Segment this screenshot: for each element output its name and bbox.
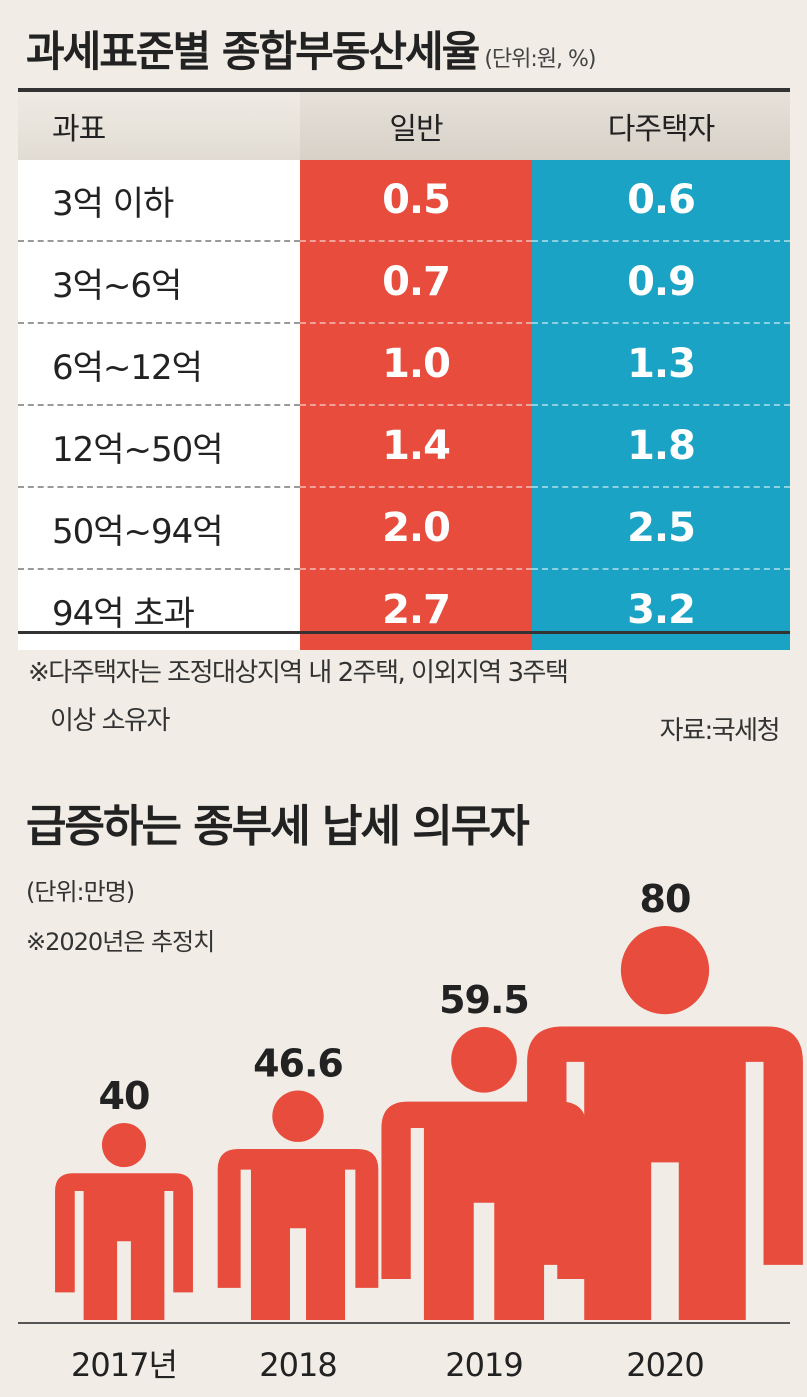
table-row: 3억 이하 0.5 0.6 (18, 160, 790, 242)
bracket-label: 12억~50억 (18, 405, 300, 488)
figure-body (55, 1173, 193, 1320)
chart-unit: (단위:만명) (26, 878, 135, 906)
category-label: 2020 (626, 1346, 703, 1384)
multi-home-rate: 1.8 (532, 405, 790, 488)
figure-head (101, 1123, 147, 1168)
bracket-label: 50억~94억 (18, 487, 300, 570)
table-row: 94억 초과 2.7 3.2 (18, 569, 790, 650)
table-footnote-line2: 이상 소유자 (50, 706, 170, 736)
table-footnote-line1: ※다주택자는 조정대상지역 내 2주택, 이외지역 3주택 (28, 658, 569, 688)
tax-rate-table: 과표 일반 다주택자 3억 이하 0.5 0.6 3억~6억 0.7 0.9 6… (18, 92, 790, 650)
header-bracket: 과표 (18, 92, 300, 160)
bracket-label: 3억 이하 (18, 160, 300, 242)
value-label: 80 (640, 877, 691, 921)
header-multi-home: 다주택자 (532, 92, 790, 160)
bracket-label: 3억~6억 (18, 241, 300, 324)
multi-home-rate: 3.2 (532, 569, 790, 650)
table-source: 자료:국세청 (659, 716, 781, 746)
multi-home-rate: 1.3 (532, 323, 790, 406)
figure-body (217, 1149, 379, 1320)
figure-head (620, 926, 710, 1015)
chart-title: 급증하는 종부세 납세 의무자 (26, 801, 530, 852)
category-label: 2018 (259, 1346, 336, 1384)
general-rate: 1.4 (300, 405, 532, 488)
figure-body (527, 1026, 803, 1320)
table-header-row: 과표 일반 다주택자 (18, 92, 790, 160)
table-unit: (단위:원, %) (484, 47, 596, 72)
value-label: 59.5 (439, 978, 529, 1022)
category-label: 2019 (445, 1346, 522, 1384)
category-label: 2017년 (71, 1346, 177, 1384)
general-rate: 2.7 (300, 569, 532, 650)
table-top-rule (18, 88, 790, 92)
chart-baseline (18, 1322, 790, 1324)
chart-note: ※2020년은 추정치 (26, 928, 215, 956)
table-row: 3억~6억 0.7 0.9 (18, 241, 790, 324)
table-row: 6억~12억 1.0 1.3 (18, 323, 790, 406)
multi-home-rate: 2.5 (532, 487, 790, 570)
general-rate: 0.7 (300, 241, 532, 324)
bracket-label: 6억~12억 (18, 323, 300, 406)
bracket-label: 94억 초과 (18, 569, 300, 650)
multi-home-rate: 0.9 (532, 241, 790, 324)
value-label: 40 (99, 1074, 150, 1118)
general-rate: 2.0 (300, 487, 532, 570)
person-figure (55, 1123, 193, 1320)
table-bottom-rule (18, 631, 790, 634)
figure-head (451, 1026, 517, 1093)
general-rate: 0.5 (300, 160, 532, 242)
table-row: 50억~94억 2.0 2.5 (18, 487, 790, 570)
figure-head (272, 1090, 324, 1142)
table-title: 과세표준별 종합부동산세율 (단위:원, %) (26, 27, 597, 76)
header-general: 일반 (300, 92, 532, 160)
person-figure (217, 1090, 379, 1320)
multi-home-rate: 0.6 (532, 160, 790, 242)
general-rate: 1.0 (300, 323, 532, 406)
person-figure (527, 926, 803, 1320)
value-label: 46.6 (253, 1041, 343, 1085)
table-row: 12억~50억 1.4 1.8 (18, 405, 790, 488)
